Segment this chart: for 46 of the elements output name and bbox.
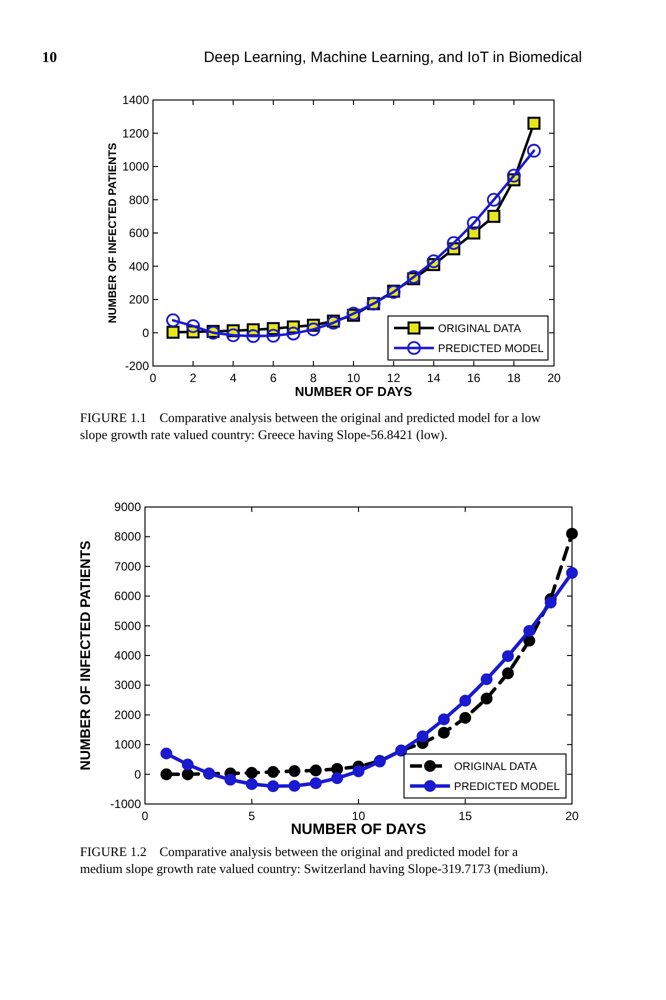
y-tick-label: 600 — [128, 226, 150, 240]
caption: FIGURE 1.1 Comparative analysis between the original and predicted model for a low slope growth rate valued country: Greece having Slope-56.8421 (low). — [80, 410, 542, 442]
x-tick-label: 8 — [310, 371, 318, 385]
x-tick-label: 18 — [507, 371, 521, 385]
y-tick-label: 7000 — [114, 559, 142, 574]
x-axis-title: NUMBER OF DAYS — [290, 821, 426, 838]
x-tick-label: 10 — [346, 371, 360, 385]
text: Deep Learning, Machine Learning, and IoT in Biomedical — [204, 49, 582, 66]
caption: FIGURE 1.2 Comparative analysis between the original and predicted model for a medium slope growth rate valued country: Switzerland having Slope-319.7173 (medium). — [80, 844, 548, 876]
legend-label: ORIGINAL DATA — [454, 761, 538, 773]
legend-label: PREDICTED MODEL — [438, 343, 544, 355]
x-tick-label: 20 — [565, 809, 579, 823]
y-tick-label: 6000 — [114, 589, 142, 604]
x-tick-label: 4 — [230, 371, 237, 385]
x-tick-label: 14 — [427, 371, 441, 385]
y-axis-title: NUMBER OF INFECTED PATIENTS — [107, 142, 119, 324]
y-tick-label: 800 — [128, 192, 150, 207]
x-tick-label: 16 — [467, 371, 481, 385]
legend-label: PREDICTED MODEL — [454, 781, 560, 793]
y-tick-label: 8000 — [114, 530, 142, 544]
y-tick-label: 9000 — [114, 500, 142, 514]
y-tick-label: -200 — [124, 359, 150, 373]
y-tick-label: 1000 — [122, 160, 150, 174]
y-tick-label: 0 — [134, 767, 142, 782]
y-tick-label: 5000 — [114, 618, 142, 633]
y-tick-label: 1400 — [122, 93, 150, 107]
x-tick-label: 12 — [386, 371, 401, 385]
y-tick-label: -1000 — [110, 797, 142, 811]
x-tick-label: 15 — [458, 809, 472, 823]
text: 10 — [42, 50, 57, 66]
y-axis-title: NUMBER OF INFECTED PATIENTS — [77, 540, 93, 770]
y-tick-label: 4000 — [114, 648, 142, 662]
y-tick-label: 1200 — [122, 126, 150, 140]
x-tick-label: 5 — [248, 809, 256, 823]
legend-label: ORIGINAL DATA — [438, 323, 522, 335]
x-tick-label: 10 — [352, 809, 366, 823]
y-tick-label: 2000 — [114, 708, 142, 722]
x-tick-label: 6 — [270, 371, 277, 385]
y-tick-label: 400 — [128, 259, 150, 274]
y-tick-label: 1000 — [114, 738, 142, 752]
x-tick-label: 20 — [547, 371, 561, 385]
y-tick-label: 0 — [142, 326, 150, 340]
x-axis-title: NUMBER OF DAYS — [294, 384, 412, 399]
y-tick-label: 200 — [128, 292, 150, 306]
x-tick-label: 2 — [190, 371, 197, 385]
y-tick-label: 3000 — [114, 678, 142, 692]
